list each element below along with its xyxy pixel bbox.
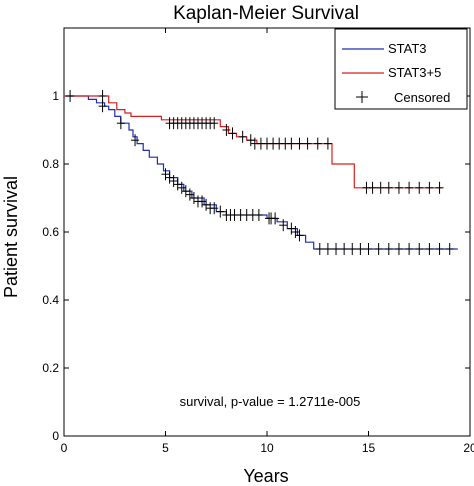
censor-mark-stat3-5	[425, 181, 434, 194]
censor-mark-stat3	[116, 117, 125, 130]
x-tick-label: 10	[260, 441, 274, 455]
censor-mark-stat3-5	[415, 181, 424, 194]
censor-mark-stat3-5	[368, 181, 377, 194]
plot-area: 0 5 10 15 20 0 0.2 0.4 0.6 0.8 1	[42, 27, 474, 455]
censor-mark-stat3	[173, 178, 182, 191]
chart-title: Kaplan-Meier Survival	[173, 3, 359, 24]
censor-mark-stat3	[216, 205, 225, 218]
legend-label-stat3: STAT3	[388, 41, 427, 56]
censor-mark-stat3	[177, 181, 186, 194]
legend-swatch-censored	[356, 91, 368, 103]
legend-box	[334, 28, 468, 110]
censor-mark-stat3-5	[384, 181, 393, 194]
censor-mark-stat3-5	[435, 181, 444, 194]
censor-mark-stat3	[185, 188, 194, 201]
censor-mark-stat3	[279, 219, 288, 232]
censor-mark-stat3	[202, 198, 211, 211]
censor-mark-stat3	[254, 209, 263, 221]
censor-mark-stat3	[445, 243, 454, 255]
legend-label-stat3-5: STAT3+5	[388, 65, 441, 80]
x-tick-label: 15	[362, 441, 376, 455]
y-tick-label: 0.8	[42, 157, 59, 171]
censor-mark-stat3-5	[222, 124, 231, 136]
censor-mark-stat3	[295, 229, 304, 242]
censor-mark-stat3-5	[376, 181, 385, 194]
x-tick-label: 20	[463, 441, 474, 455]
censor-mark-stat3	[435, 243, 444, 255]
survival-curve-stat3-5	[64, 95, 442, 189]
censor-mark-stat3-5	[98, 90, 107, 102]
censor-mark-stat3	[374, 243, 383, 255]
censor-mark-stat3	[131, 134, 140, 147]
censor-mark-stat3	[189, 192, 198, 204]
censor-mark-stat3-5	[313, 137, 322, 150]
p-value-annotation: survival, p-value = 1.2711e-005	[180, 394, 361, 409]
censor-mark-stat3-5	[295, 137, 304, 150]
legend: STAT3 STAT3+5 Censored	[334, 28, 468, 110]
y-axis-label: Patient survival	[1, 176, 21, 298]
censor-mark-stat3-5	[210, 117, 219, 130]
censor-mark-stat3-5	[66, 90, 75, 102]
censor-mark-stat3	[364, 243, 373, 255]
x-tick-label: 5	[162, 441, 169, 455]
x-axis-label: Years	[243, 466, 288, 486]
y-tick-label: 0.6	[42, 225, 59, 239]
censor-mark-stat3	[332, 243, 341, 255]
censor-mark-stat3-5	[303, 137, 312, 150]
censor-mark-stat3	[181, 185, 190, 198]
censor-mark-stat3	[340, 243, 349, 255]
censor-mark-stat3-5	[405, 181, 414, 194]
censor-mark-stat3-5	[246, 134, 255, 147]
censor-mark-stat3	[271, 212, 280, 225]
y-tick-label: 0.2	[42, 361, 59, 375]
censor-mark-stat3	[291, 226, 300, 238]
y-tick-label: 0	[52, 429, 59, 443]
censor-mark-stat3-5	[287, 137, 296, 150]
censor-mark-stat3	[165, 171, 174, 184]
legend-label-censored: Censored	[394, 90, 450, 105]
censor-mark-stat3-5	[228, 127, 237, 140]
censor-mark-stat3-5	[238, 130, 247, 143]
censor-mark-stat3-5	[394, 181, 403, 194]
censor-mark-stat3	[394, 243, 403, 255]
y-tick-label: 1	[52, 89, 59, 103]
censor-mark-stat3	[415, 243, 424, 255]
censor-mark-stat3	[161, 168, 170, 181]
censor-mark-stat3	[425, 243, 434, 255]
censor-mark-stat3	[315, 243, 324, 255]
survival-curve-stat3	[64, 95, 458, 250]
censor-mark-stat3	[210, 202, 219, 215]
y-tick-label: 0.4	[42, 293, 59, 307]
censor-mark-stat3	[323, 243, 332, 255]
censor-mark-stat3	[198, 195, 207, 208]
x-tick-label: 0	[61, 441, 68, 455]
censor-mark-stat3	[98, 100, 107, 113]
censor-mark-stat3	[169, 175, 178, 187]
censor-mark-stat3	[384, 243, 393, 255]
censor-mark-stat3	[287, 222, 296, 235]
censor-mark-stat3	[405, 243, 414, 255]
censor-mark-stat3-5	[323, 137, 332, 150]
censor-mark-stat3	[356, 243, 365, 255]
censor-mark-stat3	[348, 243, 357, 255]
